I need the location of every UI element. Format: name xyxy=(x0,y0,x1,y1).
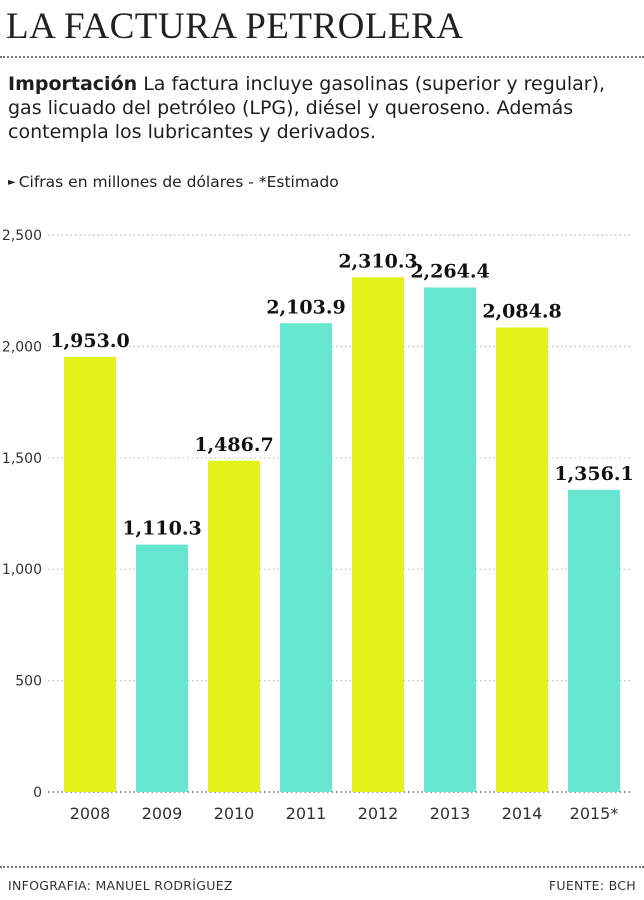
intro-paragraph: Importación La factura incluye gasolinas… xyxy=(8,72,638,144)
x-tick-label: 2012 xyxy=(358,804,399,823)
bar-2013 xyxy=(424,287,476,792)
x-tick-label: 2009 xyxy=(142,804,183,823)
y-tick-label: 2,000 xyxy=(2,339,42,355)
triangle-bullet-icon: ► xyxy=(8,177,16,188)
data-labels: 1,953.0 1,110.3 1,486.7 2,103.9 2,310.32,264… xyxy=(50,250,633,539)
x-tick-label: 2008 xyxy=(70,804,111,823)
intro-lead: Importación xyxy=(8,73,138,95)
data-label: 2,310.3 xyxy=(338,250,417,272)
y-tick-label: 1,500 xyxy=(2,451,42,467)
bar-2012 xyxy=(352,277,404,793)
bar-2009 xyxy=(136,544,188,792)
footer-divider xyxy=(0,866,644,868)
x-tick-label: 2013 xyxy=(430,804,471,823)
data-label: 1,356.1 xyxy=(554,463,633,485)
data-label: 2,103.9 xyxy=(266,296,345,318)
y-tick-label: 2,500 xyxy=(2,228,42,244)
x-tick-label: 2014 xyxy=(502,804,543,823)
data-label: 1,953.0 xyxy=(50,330,129,352)
y-tick-label: 0 xyxy=(33,785,42,801)
data-label: 1,110.3 xyxy=(122,518,201,540)
y-tick-label: 1,000 xyxy=(2,562,42,578)
intro-text: La factura incluye gasolinas (superior y… xyxy=(8,73,606,143)
page-title: LA FACTURA PETROLERA xyxy=(6,6,464,47)
data-label: 1,486.7 xyxy=(194,434,273,456)
y-axis-ticks: 0 500 1,000 1,500 2,000 2,500 xyxy=(2,228,42,801)
credit-text: INFOGRAFIA: MANUEL RODRÍGUEZ xyxy=(8,878,233,893)
y-tick-label: 500 xyxy=(15,674,42,690)
bars xyxy=(64,277,620,793)
x-axis-ticks: 2008 2009 2010 2011 2012 2013 2014 2015* xyxy=(70,804,619,823)
bar-2010 xyxy=(208,460,260,792)
title-divider xyxy=(0,56,644,58)
bar-2008 xyxy=(64,356,116,792)
units-note-text: Cifras en millones de dólares - *Estimad… xyxy=(18,173,339,191)
bar-2014 xyxy=(496,327,548,792)
x-tick-label: 2011 xyxy=(286,804,327,823)
x-tick-label: 2015* xyxy=(570,804,619,823)
bar-chart: 0 500 1,000 1,500 2,000 2,500 2008 2009 2010 201… xyxy=(2,228,634,823)
bar-2011 xyxy=(280,323,332,792)
data-label: 2,084.8 xyxy=(482,301,561,323)
data-label: 2,264.4 xyxy=(410,260,489,282)
source-text: FUENTE: BCH xyxy=(548,878,636,893)
units-note: ► Cifras en millones de dólares - *Estima… xyxy=(8,173,339,191)
bar-2015* xyxy=(568,489,620,792)
x-tick-label: 2010 xyxy=(214,804,255,823)
